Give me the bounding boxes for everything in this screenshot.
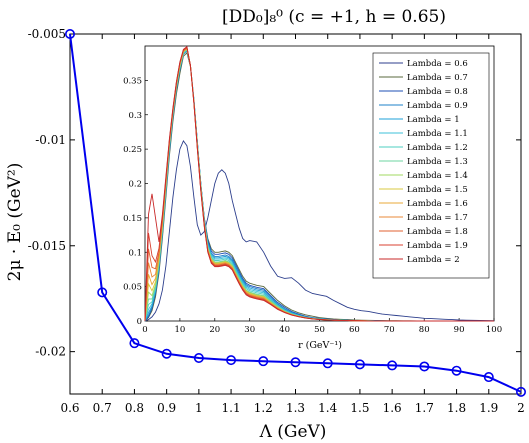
- x-tick-label: 1.8: [447, 401, 466, 415]
- legend-label: Lambda = 1.4: [407, 171, 468, 181]
- inset-series-line: [144, 45, 494, 322]
- inset-x-tick-label: 90: [454, 325, 465, 335]
- main-data-point: [515, 386, 526, 397]
- main-data-point: [483, 372, 494, 383]
- main-ticks: 0.6 0.7 0.8 0.9 1 1.1 1.2 1.3 1.4 1.5 1.6 1.7 1.8 1.9…: [28, 27, 525, 415]
- main-data-point: [387, 360, 398, 371]
- inset-x-tick-label: 0: [142, 325, 147, 335]
- main-data-point: [290, 357, 301, 368]
- legend-label: Lambda = 0.8: [407, 87, 468, 97]
- main-series-line: [69, 33, 522, 393]
- x-tick-label: 1.4: [318, 401, 337, 415]
- legend-label: Lambda = 1.9: [407, 241, 468, 251]
- inset-x-tick-label: 60: [349, 325, 360, 335]
- inset-x-tick-label: 30: [244, 325, 255, 335]
- x-tick-label: 1.2: [254, 401, 273, 415]
- y-tick-label: -0.01: [35, 133, 66, 147]
- y-tick-label: -0.005: [28, 27, 66, 41]
- main-series: [65, 28, 526, 397]
- inset-x-tick-label: 50: [314, 325, 325, 335]
- main-data-point: [419, 361, 430, 372]
- inset-y-tick-label: 0.3: [128, 111, 142, 121]
- main-data-point: [258, 356, 269, 367]
- inset-x-tick-label: 20: [209, 325, 220, 335]
- main-data-point: [193, 352, 204, 363]
- inset-ticks: 0 10 20 30 40 50 60 70 80 90 100 0 0.05 0.1 0.15 0.2 0.2…: [123, 76, 502, 335]
- x-tick-label: 1.7: [415, 401, 434, 415]
- legend-label: Lambda = 2: [407, 255, 460, 265]
- inset-x-axis-label: r (GeV⁻¹): [298, 340, 342, 351]
- x-tick-label: 0.9: [157, 401, 176, 415]
- legend-label: Lambda = 0.6: [407, 59, 468, 69]
- inset-y-tick-label: 0.35: [123, 76, 142, 86]
- inset-x-tick-label: 10: [174, 325, 185, 335]
- main-data-point: [226, 355, 237, 366]
- x-tick-label: 1.5: [350, 401, 369, 415]
- y-axis-label: 2μ · E₀ (GeV²): [5, 163, 25, 282]
- inset-series: [144, 45, 495, 322]
- legend-label: Lambda = 1.8: [407, 227, 468, 237]
- inset-x-tick-label: 70: [384, 325, 395, 335]
- main-data-point: [161, 348, 172, 359]
- legend-label: Lambda = 0.9: [407, 101, 468, 111]
- x-tick-label: 0.7: [93, 401, 112, 415]
- x-tick-label: 1: [195, 401, 203, 415]
- main-data-point: [354, 359, 365, 370]
- legend-label: Lambda = 1.1: [407, 129, 468, 139]
- x-tick-label: 1.6: [383, 401, 402, 415]
- x-tick-label: 2: [517, 401, 525, 415]
- legend-label: Lambda = 1.3: [407, 157, 468, 167]
- legend-label: Lambda = 1.7: [407, 213, 468, 223]
- inset-x-tick-label: 100: [486, 325, 502, 335]
- main-data-point: [129, 338, 140, 349]
- legend-label: Lambda = 1.2: [407, 143, 468, 153]
- main-data-point: [65, 28, 76, 39]
- legend-label: Lambda = 1: [407, 115, 460, 125]
- inset-y-tick-label: 0: [137, 317, 142, 327]
- inset-y-tick-label: 0.2: [128, 180, 142, 190]
- x-axis-label: Λ (GeV): [259, 422, 327, 442]
- y-tick-label: -0.015: [28, 239, 66, 253]
- legend-label: Lambda = 0.7: [407, 73, 468, 83]
- x-tick-label: 0.8: [125, 401, 144, 415]
- x-tick-label: 1.9: [479, 401, 498, 415]
- main-data-point: [451, 365, 462, 376]
- legend-label: Lambda = 1.5: [407, 185, 468, 195]
- main-data-point: [97, 287, 108, 298]
- legend-label: Lambda = 1.6: [407, 199, 468, 209]
- main-data-point: [322, 358, 333, 369]
- x-tick-label: 0.6: [60, 401, 79, 415]
- inset-x-tick-label: 40: [279, 325, 290, 335]
- y-tick-label: -0.02: [35, 345, 66, 359]
- inset-y-tick-label: 0.25: [123, 145, 142, 155]
- inset-legend: Lambda = 0.6 Lambda = 0.7 Lambda = 0.8 Lamb…: [372, 52, 490, 279]
- inset-y-tick-label: 0.15: [123, 214, 142, 224]
- x-tick-label: 1.3: [286, 401, 305, 415]
- inset-x-tick-label: 80: [419, 325, 430, 335]
- chart-title: [DD₀]₈⁰ (c = +1, h = 0.65): [222, 7, 446, 27]
- inset-series-line: [144, 139, 495, 322]
- inset-y-tick-label: 0.1: [128, 248, 142, 258]
- x-tick-label: 1.1: [222, 401, 241, 415]
- inset-y-tick-label: 0.05: [123, 283, 142, 293]
